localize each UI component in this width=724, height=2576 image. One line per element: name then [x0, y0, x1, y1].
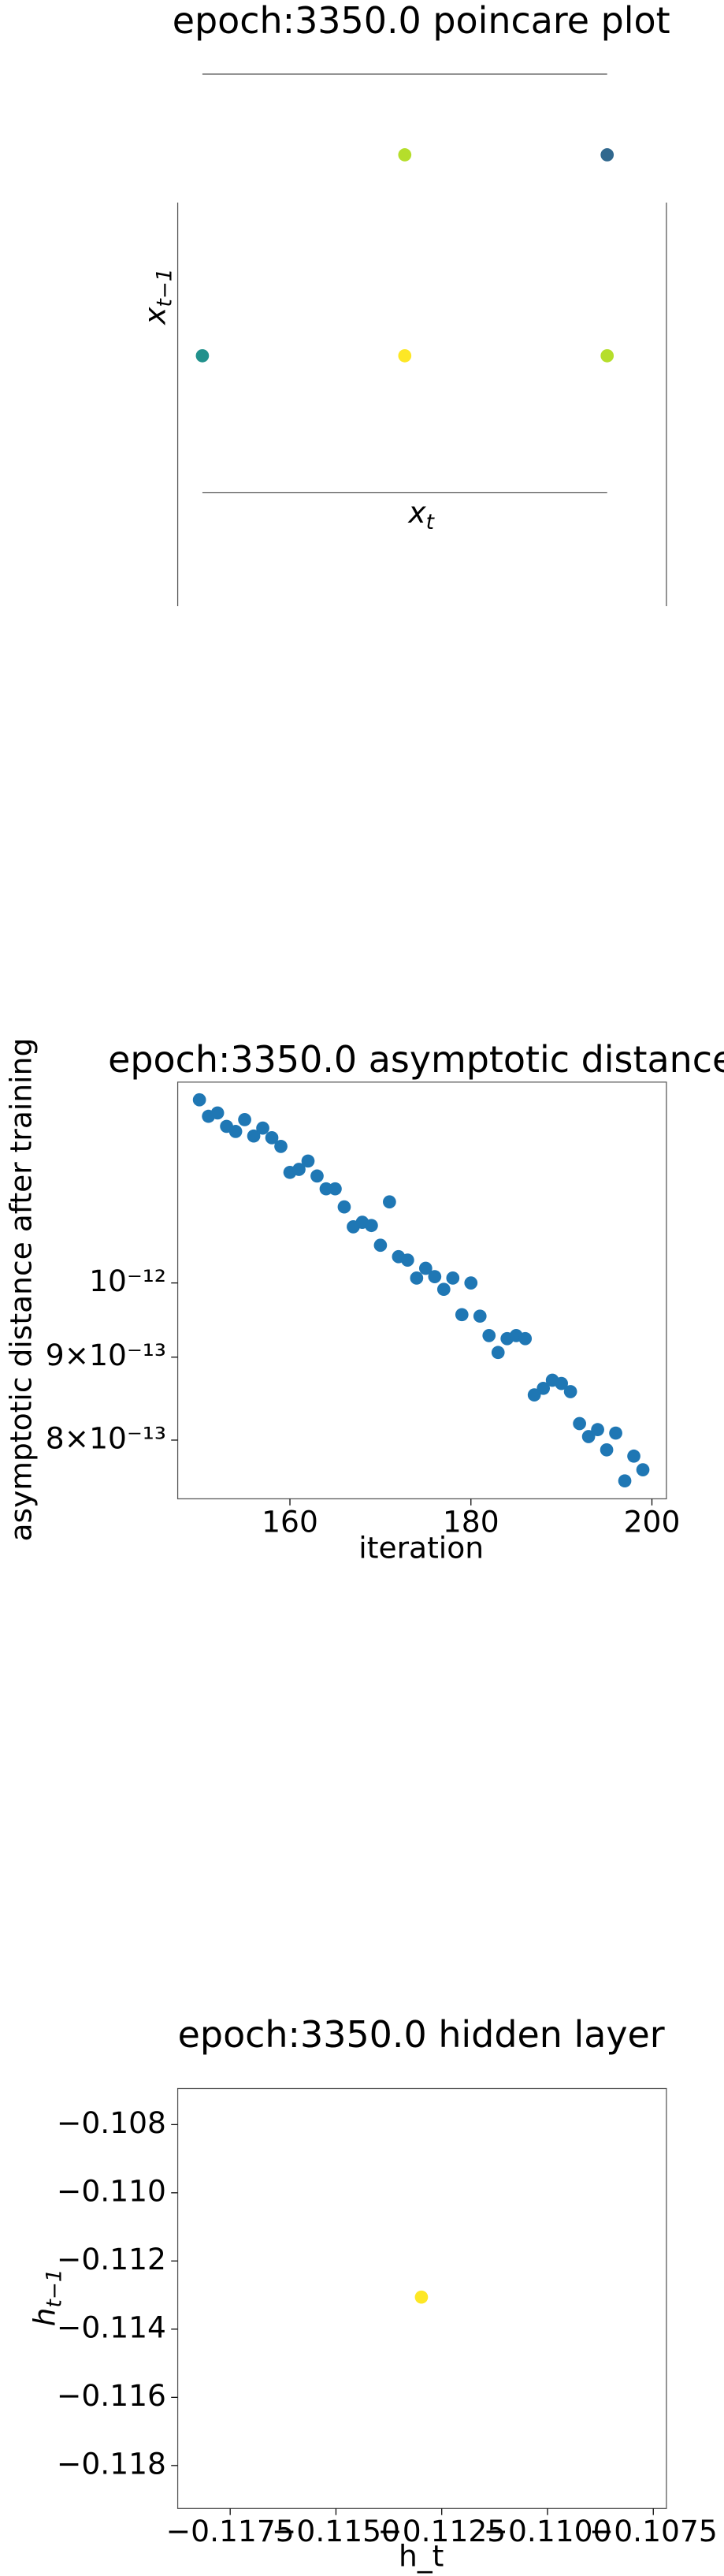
- point: [210, 1106, 225, 1120]
- point: [319, 1182, 333, 1196]
- point: [600, 148, 614, 162]
- point: [373, 1238, 388, 1253]
- point: [301, 1154, 315, 1168]
- point: [383, 1195, 396, 1209]
- y-tick-label: −0.118: [57, 2446, 166, 2481]
- point: [428, 1270, 442, 1283]
- point: [491, 1346, 505, 1360]
- point: [436, 1282, 451, 1297]
- y-tick-label: −0.116: [57, 2378, 166, 2413]
- point: [414, 2290, 429, 2304]
- point: [555, 1376, 568, 1390]
- point: [192, 1093, 206, 1107]
- point: [527, 1388, 541, 1402]
- y-tick-label: −0.110: [57, 2173, 166, 2208]
- point: [337, 1200, 351, 1214]
- y-axis-label: ht−1: [27, 2269, 66, 2326]
- y-tick-label: −0.112: [57, 2242, 166, 2276]
- point: [600, 1442, 614, 1457]
- point: [600, 348, 614, 363]
- y-tick-label: −0.114: [57, 2310, 166, 2344]
- y-axis-label-subscript: t−1: [43, 2269, 66, 2307]
- point: [473, 1309, 487, 1323]
- point: [482, 1329, 496, 1342]
- x-axis-label-base: x: [407, 494, 426, 529]
- point: [537, 1381, 551, 1395]
- x-axis-label: iteration: [358, 1531, 484, 1565]
- point: [195, 348, 210, 363]
- point: [609, 1426, 622, 1440]
- y-tick-label: −0.108: [57, 2105, 166, 2140]
- x-tick-label: 180: [443, 1504, 499, 1539]
- point: [410, 1271, 424, 1285]
- point: [329, 1182, 342, 1196]
- y-axis-label-subscript: t−1: [153, 268, 176, 307]
- point: [455, 1308, 469, 1322]
- x-tick-label: −0.1125: [377, 2514, 506, 2548]
- x-axis-label: h_t: [399, 2539, 444, 2574]
- point: [265, 1131, 279, 1145]
- point: [274, 1139, 288, 1153]
- x-tick-label: −0.1075: [589, 2514, 718, 2548]
- point: [627, 1449, 640, 1463]
- point: [398, 148, 412, 162]
- point: [228, 1125, 243, 1138]
- point: [310, 1169, 324, 1183]
- point: [238, 1113, 251, 1126]
- y-axis-label: asymptotic distance after training: [4, 1038, 39, 1542]
- point: [292, 1163, 306, 1176]
- point: [618, 1474, 632, 1488]
- y-tick-label: 9×10⁻¹³: [46, 1338, 166, 1372]
- axes-frame: [176, 2087, 667, 2509]
- point: [581, 1430, 596, 1443]
- x-axis-label-subscript: t: [426, 511, 436, 534]
- y-axis-label-base: x: [137, 307, 172, 326]
- x-tick-label: −0.1175: [166, 2514, 295, 2548]
- point: [418, 1261, 433, 1275]
- point: [591, 1423, 604, 1437]
- point: [446, 1271, 460, 1285]
- x-tick-label: 160: [262, 1504, 318, 1539]
- chart-title: epoch:3350.0 asymptotic distance: [108, 1038, 724, 1081]
- x-tick-label: −0.1100: [483, 2514, 611, 2548]
- y-axis-label-base: h: [27, 2308, 61, 2327]
- point: [563, 1385, 577, 1398]
- point: [256, 1121, 269, 1135]
- point: [518, 1331, 533, 1346]
- point: [398, 348, 412, 363]
- chart-title: epoch:3350.0 hidden layer: [178, 2013, 665, 2056]
- point: [464, 1276, 478, 1290]
- y-tick-label: 8×10⁻¹³: [46, 1420, 166, 1455]
- point: [365, 1219, 378, 1233]
- y-tick-label: 10⁻¹²: [89, 1264, 166, 1298]
- point: [573, 1416, 586, 1431]
- point: [401, 1253, 414, 1267]
- point: [247, 1129, 261, 1143]
- point: [636, 1463, 650, 1476]
- x-tick-label: 200: [624, 1504, 681, 1539]
- x-tick-label: −0.1150: [272, 2514, 400, 2548]
- axes-frame: [176, 1081, 667, 1500]
- y-axis-label: xt−1: [137, 268, 176, 325]
- chart-title: epoch:3350.0 poincare plot: [173, 0, 670, 42]
- x-axis-label: xt: [407, 494, 435, 534]
